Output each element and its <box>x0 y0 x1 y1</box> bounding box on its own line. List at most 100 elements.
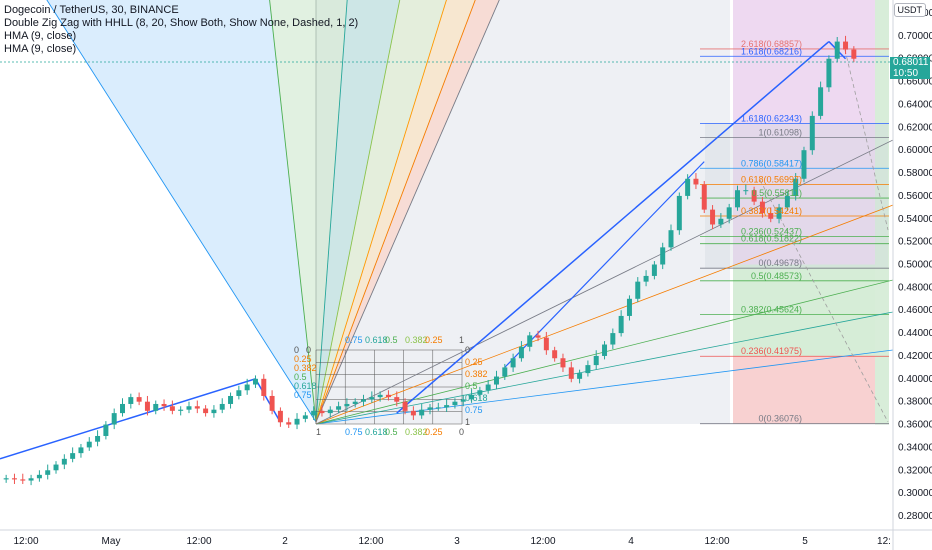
candle-body <box>194 406 200 409</box>
candle-body <box>261 378 267 396</box>
price-tick-label: 0.34000 <box>898 442 932 453</box>
trend-line-rally <box>396 41 830 414</box>
candle-body <box>211 409 217 414</box>
candle-body <box>352 401 358 404</box>
candle-body <box>610 333 616 345</box>
candle-body <box>336 406 342 410</box>
currency-selector[interactable]: USDT <box>893 3 926 17</box>
gann-top-label: 0.5 <box>385 335 398 345</box>
candle-body <box>784 195 790 208</box>
gann-right-label: 0.382 <box>465 369 488 379</box>
fib-level-label: 1(0.61098) <box>758 128 802 138</box>
gann-left-label: 0.25 <box>294 354 312 364</box>
candle-body <box>153 403 159 411</box>
candle-body <box>394 397 400 402</box>
candle-body <box>20 479 26 481</box>
gann-fan-line <box>315 0 500 423</box>
candle-body <box>493 376 499 385</box>
candle-body <box>169 406 175 411</box>
gann-fan-line <box>315 0 476 423</box>
price-tick-label: 0.36000 <box>898 420 932 431</box>
candle-body <box>809 115 815 151</box>
gann-bottom-label: 0.618 <box>365 427 388 437</box>
indicator-hma-2[interactable]: HMA (9, close) <box>4 43 77 55</box>
candle-body <box>568 367 574 379</box>
candle-body <box>710 209 716 225</box>
candle-body <box>419 409 425 416</box>
chart-legend: Dogecoin / TetherUS, 30, BINANCE Double … <box>4 4 358 56</box>
gann-corner-label: 0 <box>306 345 311 355</box>
gann-fan-line <box>46 0 317 423</box>
candle-body <box>327 409 333 414</box>
candle-body <box>793 178 799 196</box>
candle-body <box>726 207 732 219</box>
candle-body <box>128 397 134 404</box>
time-axis[interactable]: 12:00 May 12:00 2 12:00 3 12:00 4 12:00 5 12: <box>0 529 932 547</box>
fib-level-label: 1.618(0.68216) <box>741 46 802 56</box>
symbol-title[interactable]: Dogecoin / TetherUS, 30, BINANCE <box>4 4 179 16</box>
fan-channel-line <box>315 204 894 425</box>
drawing-layer <box>0 0 894 460</box>
candle-body <box>435 407 441 409</box>
candle-body <box>618 315 624 334</box>
last-price-tag: 0.68011 10:50 <box>890 57 930 79</box>
countdown-timer: 10:50 <box>893 68 919 79</box>
price-tick-label: 0.32000 <box>898 465 932 476</box>
candle-body <box>95 435 101 442</box>
candle-body <box>743 190 749 192</box>
candle-body <box>45 470 51 475</box>
fib-zone-edge <box>875 0 889 425</box>
candle-body <box>136 397 142 402</box>
candle-body <box>369 397 375 400</box>
fib-level-label: 0.236(0.52437) <box>741 227 802 237</box>
candle-body <box>269 395 275 411</box>
gann-right-label: 0.618 <box>465 393 488 403</box>
price-tick-label: 0.48000 <box>898 282 932 293</box>
gann-left-label: 0.75 <box>294 390 312 400</box>
projection-dashed <box>844 49 889 231</box>
candle-body <box>801 150 807 179</box>
indicator-hma-1[interactable]: HMA (9, close) <box>4 30 77 42</box>
candle-body <box>36 474 42 479</box>
price-tick-label: 0.66000 <box>898 77 932 88</box>
price-tick-label: 0.46000 <box>898 305 932 316</box>
candle-body <box>469 394 475 400</box>
candle-body <box>344 403 350 407</box>
candle-body <box>552 350 558 359</box>
candle-body <box>502 367 508 377</box>
gann-bottom-label: 0.75 <box>345 427 363 437</box>
fib-level-label: 0.5(0.55811) <box>752 188 802 198</box>
gann-bottom-label: 0.5 <box>385 427 398 437</box>
gann-fan-line <box>315 0 447 423</box>
candle-body <box>203 408 209 414</box>
candle-body <box>701 184 707 210</box>
candle-body <box>244 384 250 391</box>
gann-left-label: 0 <box>294 345 299 355</box>
gann-fan-wedge <box>269 0 348 422</box>
gann-right-label: 0.75 <box>465 405 483 415</box>
candle-body <box>11 478 17 480</box>
price-tick-label: 0.40000 <box>898 374 932 385</box>
candle-body <box>53 464 59 471</box>
candle-body <box>643 275 649 282</box>
candle-body <box>144 401 150 411</box>
candle-body <box>460 399 466 402</box>
candle-body <box>252 378 258 385</box>
fib-level-label: 0(0.49678) <box>758 258 802 268</box>
candle-body <box>120 403 125 414</box>
candle-body <box>78 447 84 454</box>
candle-body <box>410 410 416 416</box>
candle-body <box>818 87 824 116</box>
price-tick-label: 0.54000 <box>898 214 932 225</box>
candle-body <box>228 395 234 404</box>
candle-body <box>311 410 317 416</box>
fib-level-label: 1.618(0.62343) <box>741 113 802 123</box>
gann-corner-label: 1 <box>459 335 464 345</box>
fib-level-label: 0.382(0.54241) <box>741 206 802 216</box>
candle-body <box>302 415 308 419</box>
price-tick-label: 0.42000 <box>898 351 932 362</box>
time-tick-label: 12:00 <box>358 536 383 547</box>
indicator-zigzag[interactable]: Double Zig Zag with HHLL (8, 20, Show Bo… <box>4 17 359 29</box>
candle-body <box>660 247 666 265</box>
